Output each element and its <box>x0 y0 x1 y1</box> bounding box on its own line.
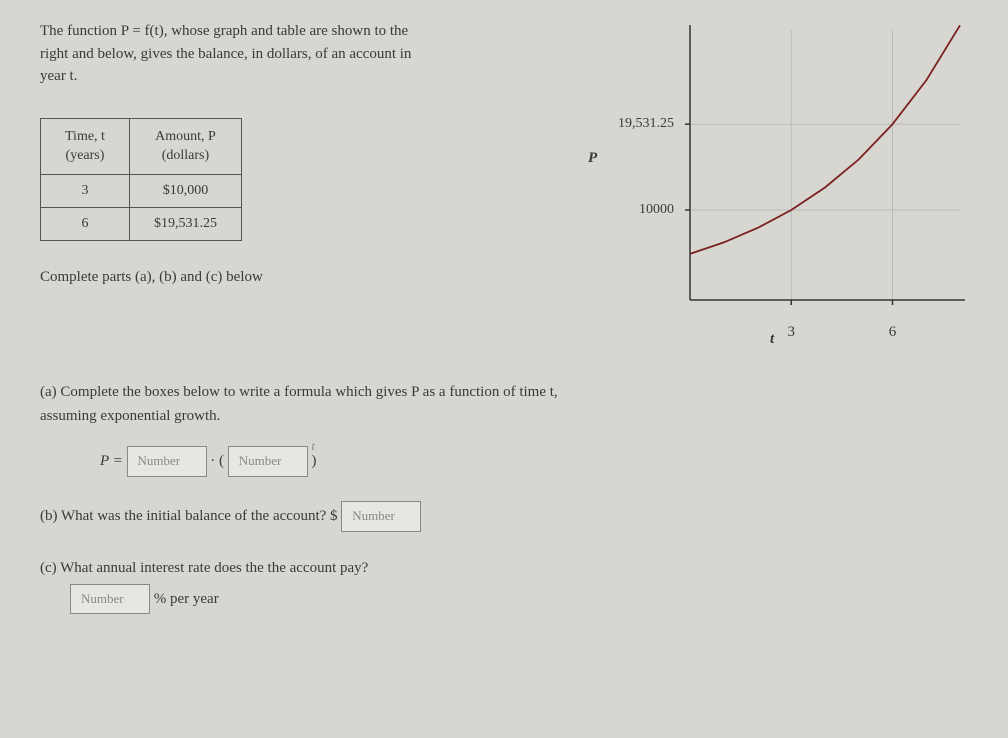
input-a-base[interactable]: Number <box>228 446 308 477</box>
table-row: 6 $19,531.25 <box>41 207 242 240</box>
formula-mid: · ( <box>210 453 228 469</box>
y-axis-label: P <box>588 150 597 167</box>
instructions: Complete parts (a), (b) and (c) below <box>40 269 560 286</box>
header-amount: Amount, P (dollars) <box>129 118 241 174</box>
problem-statement: The function P = f(t), whose graph and t… <box>40 20 520 88</box>
cell-t0: 3 <box>41 174 130 207</box>
part-b: (b) What was the initial balance of the … <box>40 501 968 532</box>
problem-line1: The function P = f(t), whose graph and t… <box>40 23 408 39</box>
part-a: (a) Complete the boxes below to write a … <box>40 380 968 477</box>
header-time-l1: Time, t <box>65 129 105 144</box>
part-b-text: (b) What was the initial balance of the … <box>40 508 338 524</box>
x-tick-label: 6 <box>889 324 897 341</box>
header-amount-l2: (dollars) <box>162 148 209 163</box>
formula-prefix: P = <box>100 453 123 469</box>
x-axis-label: t <box>770 331 774 348</box>
x-tick-label: 3 <box>788 324 796 341</box>
part-a-subtext: assuming exponential growth. <box>40 408 220 424</box>
cell-t1: 6 <box>41 207 130 240</box>
part-c-text: (c) What annual interest rate does the t… <box>40 560 368 576</box>
problem-line2: right and below, gives the balance, in d… <box>40 46 411 62</box>
cell-p0: $10,000 <box>129 174 241 207</box>
header-time: Time, t (years) <box>41 118 130 174</box>
header-amount-l1: Amount, P <box>155 129 216 144</box>
part-c: (c) What annual interest rate does the t… <box>40 556 968 615</box>
exponential-chart: P 19,531.251000036 t <box>610 20 970 320</box>
cell-p1: $19,531.25 <box>129 207 241 240</box>
table-row: 3 $10,000 <box>41 174 242 207</box>
table-header-row: Time, t (years) Amount, P (dollars) <box>41 118 242 174</box>
part-c-suffix: % per year <box>154 590 219 606</box>
chart-svg <box>680 20 970 320</box>
input-c-rate[interactable]: Number <box>70 584 150 615</box>
formula-row: P = Number · ( Number ) <box>40 446 968 477</box>
problem-line3: year t. <box>40 68 77 84</box>
y-tick-label: 19,531.25 <box>618 116 674 132</box>
data-table: Time, t (years) Amount, P (dollars) 3 $1… <box>40 118 242 241</box>
input-b-initial[interactable]: Number <box>341 501 421 532</box>
input-a-coefficient[interactable]: Number <box>127 446 207 477</box>
part-a-text: (a) Complete the boxes below to write a … <box>40 384 558 400</box>
y-tick-label: 10000 <box>639 202 674 218</box>
header-time-l2: (years) <box>66 148 105 163</box>
